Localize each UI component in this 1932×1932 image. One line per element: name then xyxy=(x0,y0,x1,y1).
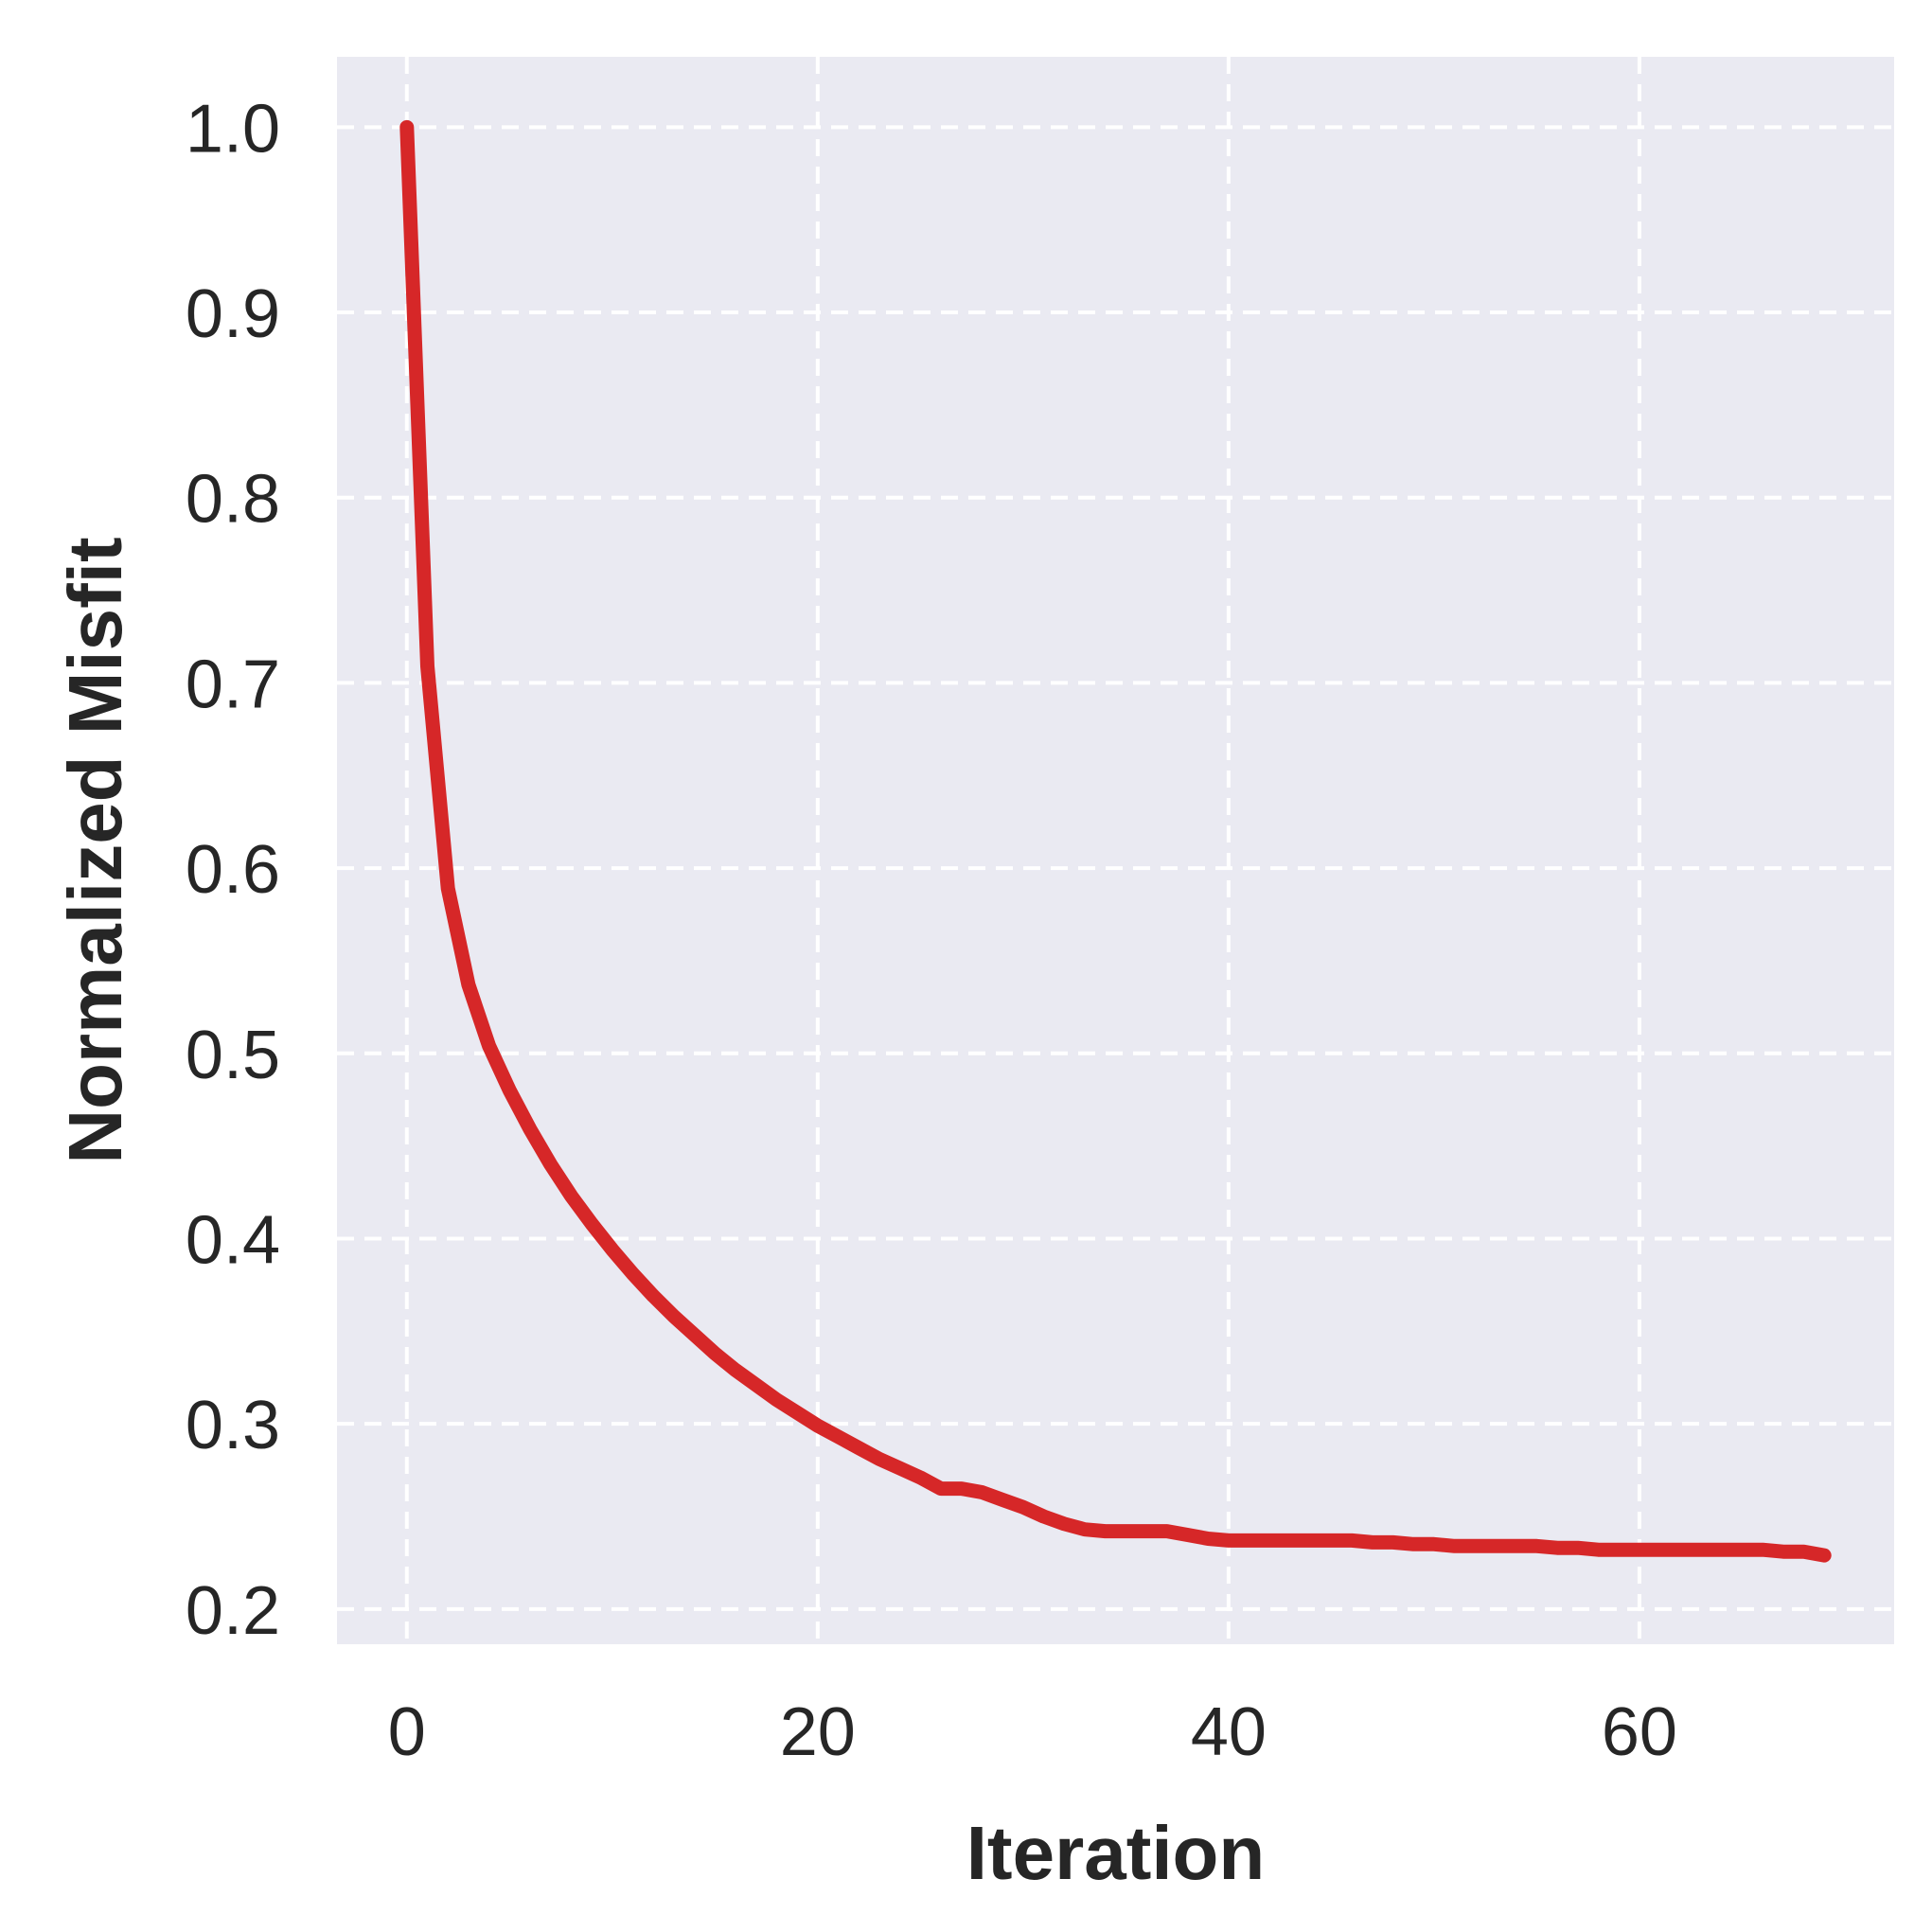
y-tick-label: 0.7 xyxy=(186,647,280,722)
y-tick-label: 0.3 xyxy=(186,1388,280,1463)
series-line xyxy=(399,119,1832,1563)
grid xyxy=(337,57,1894,1644)
x-tick-label: 40 xyxy=(1191,1694,1267,1770)
x-tick-label: 0 xyxy=(388,1694,426,1770)
y-tick-label: 0.4 xyxy=(186,1202,280,1278)
series-layer xyxy=(399,119,1832,1563)
x-tick-label: 20 xyxy=(780,1694,856,1770)
y-tick-label: 0.9 xyxy=(186,276,280,352)
y-tick-label: 0.5 xyxy=(186,1018,280,1093)
plot-area xyxy=(337,57,1894,1644)
y-axis-label: Normalized Misfit xyxy=(53,537,137,1163)
y-tick-label: 1.0 xyxy=(186,91,280,167)
y-tick-label: 0.6 xyxy=(186,832,280,908)
x-axis-label: Iteration xyxy=(966,1811,1266,1895)
y-tick-label: 0.2 xyxy=(186,1573,280,1649)
x-tick-label: 60 xyxy=(1602,1694,1677,1770)
tick-labels: 0 20 40 60 0.2 0.3 0.4 0.5 0.6 0.7 0.8 0.9 1.0 xyxy=(186,91,1677,1770)
y-tick-label: 0.8 xyxy=(186,462,280,538)
